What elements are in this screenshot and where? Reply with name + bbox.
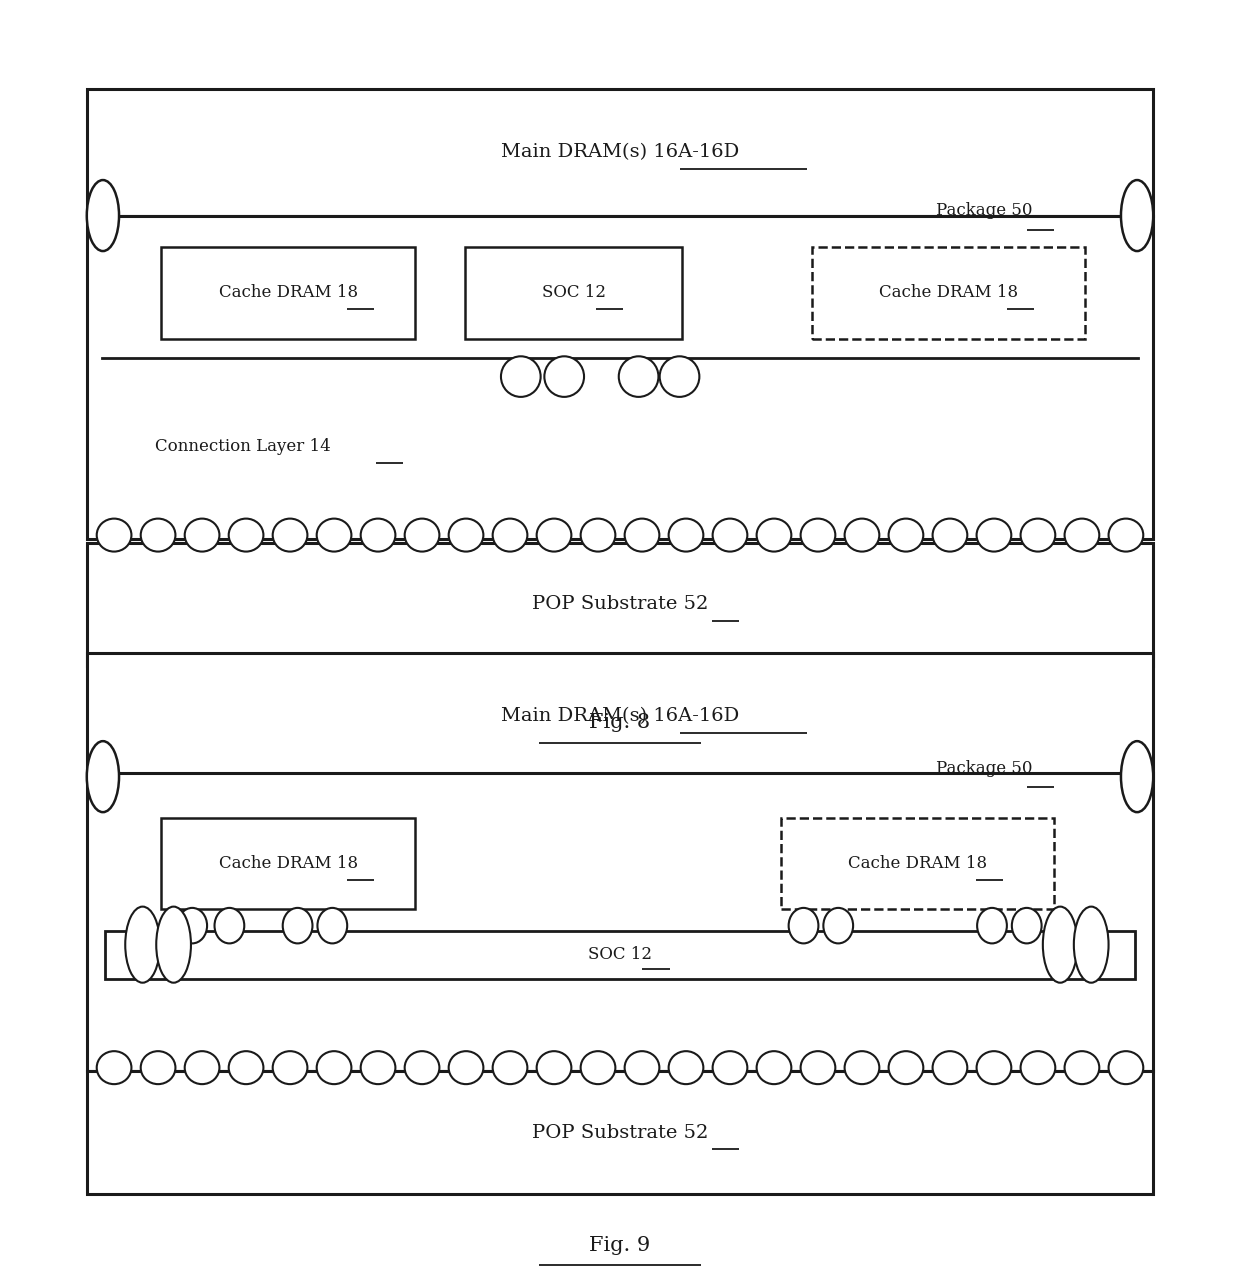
Ellipse shape <box>889 1051 924 1084</box>
Ellipse shape <box>156 907 191 983</box>
Ellipse shape <box>544 356 584 397</box>
Ellipse shape <box>316 1051 351 1084</box>
Ellipse shape <box>361 1051 396 1084</box>
Ellipse shape <box>273 1051 308 1084</box>
Ellipse shape <box>404 1051 439 1084</box>
Ellipse shape <box>756 1051 791 1084</box>
Ellipse shape <box>1021 1051 1055 1084</box>
Ellipse shape <box>1109 519 1143 552</box>
Text: Cache DRAM 18: Cache DRAM 18 <box>218 855 358 872</box>
Text: Package 50: Package 50 <box>936 761 1033 777</box>
Ellipse shape <box>823 908 853 943</box>
Ellipse shape <box>1012 908 1042 943</box>
Ellipse shape <box>361 519 396 552</box>
Ellipse shape <box>977 519 1012 552</box>
Ellipse shape <box>228 1051 263 1084</box>
Ellipse shape <box>801 519 836 552</box>
Ellipse shape <box>660 356 699 397</box>
Ellipse shape <box>977 1051 1012 1084</box>
Ellipse shape <box>801 1051 836 1084</box>
FancyBboxPatch shape <box>105 931 1135 979</box>
Ellipse shape <box>492 1051 527 1084</box>
Ellipse shape <box>140 1051 175 1084</box>
Ellipse shape <box>283 908 312 943</box>
Ellipse shape <box>789 908 818 943</box>
Ellipse shape <box>537 1051 572 1084</box>
Ellipse shape <box>668 519 703 552</box>
FancyBboxPatch shape <box>465 247 682 339</box>
FancyBboxPatch shape <box>781 818 1054 909</box>
Ellipse shape <box>404 519 439 552</box>
Ellipse shape <box>580 519 615 552</box>
FancyBboxPatch shape <box>87 216 1153 539</box>
Text: SOC 12: SOC 12 <box>542 284 605 302</box>
Text: Connection Layer 14: Connection Layer 14 <box>155 437 331 455</box>
Ellipse shape <box>140 519 175 552</box>
Text: Cache DRAM 18: Cache DRAM 18 <box>848 855 987 872</box>
FancyBboxPatch shape <box>87 1071 1153 1194</box>
Ellipse shape <box>844 519 879 552</box>
Ellipse shape <box>501 356 541 397</box>
Text: Main DRAM(s) 16A-16D: Main DRAM(s) 16A-16D <box>501 143 739 161</box>
FancyBboxPatch shape <box>161 247 415 339</box>
Ellipse shape <box>1043 907 1078 983</box>
FancyBboxPatch shape <box>87 89 1153 216</box>
Ellipse shape <box>97 519 131 552</box>
Ellipse shape <box>932 1051 967 1084</box>
Ellipse shape <box>713 1051 748 1084</box>
Ellipse shape <box>625 1051 660 1084</box>
Text: POP Substrate 52: POP Substrate 52 <box>532 1123 708 1142</box>
Ellipse shape <box>1074 907 1109 983</box>
Ellipse shape <box>316 519 351 552</box>
Ellipse shape <box>1109 1051 1143 1084</box>
Ellipse shape <box>185 1051 219 1084</box>
Ellipse shape <box>625 519 660 552</box>
Ellipse shape <box>273 519 308 552</box>
Ellipse shape <box>449 1051 484 1084</box>
Ellipse shape <box>228 519 263 552</box>
Ellipse shape <box>619 356 658 397</box>
Ellipse shape <box>889 519 924 552</box>
Ellipse shape <box>87 741 119 813</box>
Ellipse shape <box>537 519 572 552</box>
Ellipse shape <box>713 519 748 552</box>
FancyBboxPatch shape <box>161 818 415 909</box>
Text: Fig. 9: Fig. 9 <box>589 1236 651 1254</box>
Text: POP Substrate 52: POP Substrate 52 <box>532 595 708 614</box>
Text: SOC 12: SOC 12 <box>588 946 652 964</box>
Ellipse shape <box>185 519 219 552</box>
Ellipse shape <box>756 519 791 552</box>
Ellipse shape <box>87 180 119 251</box>
Ellipse shape <box>1021 519 1055 552</box>
Ellipse shape <box>844 1051 879 1084</box>
FancyBboxPatch shape <box>812 247 1085 339</box>
Text: Cache DRAM 18: Cache DRAM 18 <box>879 284 1018 302</box>
Ellipse shape <box>317 908 347 943</box>
Text: Package 50: Package 50 <box>936 203 1033 219</box>
Ellipse shape <box>97 1051 131 1084</box>
Ellipse shape <box>668 1051 703 1084</box>
Ellipse shape <box>1065 519 1100 552</box>
Ellipse shape <box>1121 180 1153 251</box>
Ellipse shape <box>125 907 160 983</box>
Ellipse shape <box>932 519 967 552</box>
Ellipse shape <box>492 519 527 552</box>
Ellipse shape <box>1065 1051 1100 1084</box>
Ellipse shape <box>177 908 207 943</box>
Ellipse shape <box>215 908 244 943</box>
Ellipse shape <box>580 1051 615 1084</box>
FancyBboxPatch shape <box>87 773 1153 1071</box>
Text: Fig. 8: Fig. 8 <box>589 714 651 732</box>
Text: Cache DRAM 18: Cache DRAM 18 <box>218 284 358 302</box>
FancyBboxPatch shape <box>87 653 1153 780</box>
Ellipse shape <box>1121 741 1153 813</box>
Text: Main DRAM(s) 16A-16D: Main DRAM(s) 16A-16D <box>501 708 739 725</box>
Ellipse shape <box>977 908 1007 943</box>
FancyBboxPatch shape <box>87 543 1153 666</box>
Ellipse shape <box>449 519 484 552</box>
